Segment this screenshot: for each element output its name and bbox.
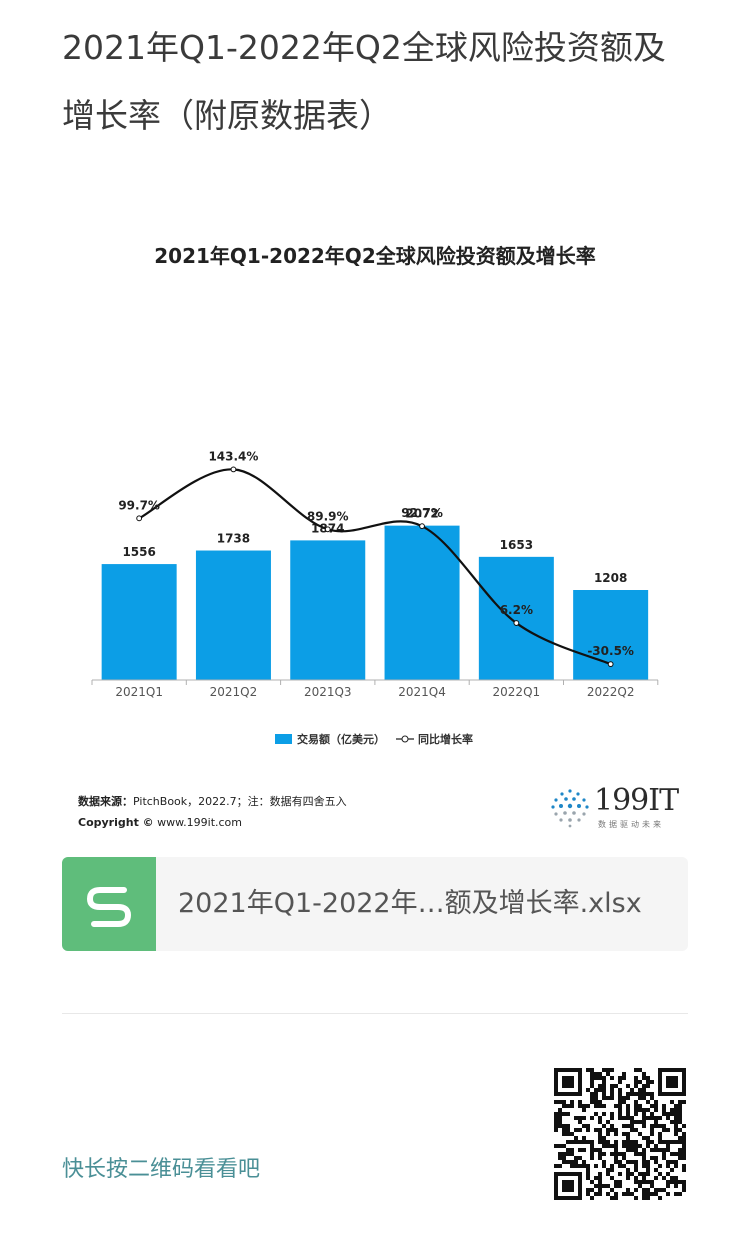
source-note: 数据来源：PitchBook，2022.7；注：数据有四舍五入 Copyrigh… bbox=[78, 791, 347, 833]
legend-swatch-marker bbox=[401, 735, 409, 743]
x-tick-label: 2021Q1 bbox=[115, 685, 163, 699]
chart-title: 2021年Q1-2022年Q2全球风险投资额及增长率 bbox=[154, 244, 595, 268]
chart-svg: 2021年Q1-2022年Q2全球风险投资额及增长率 1556173818742… bbox=[91, 244, 659, 746]
article-title: 2021年Q1-2022年Q2全球风险投资额及增长率（附原数据表） bbox=[62, 28, 666, 135]
copyright-site: www.199it.com bbox=[157, 816, 243, 829]
x-tick-label: 2022Q1 bbox=[493, 685, 541, 699]
growth-value-label: 89.9% bbox=[307, 509, 349, 523]
chart-image: 2021年Q1-2022年Q2全球风险投资额及增长率 1556173818742… bbox=[62, 225, 692, 845]
bar-value-label: 1738 bbox=[217, 532, 250, 546]
growth-value-label: -30.5% bbox=[587, 644, 634, 658]
copyright-label: Copyright © bbox=[78, 816, 154, 829]
growth-point bbox=[136, 515, 143, 522]
legend-label-bar: 交易额（亿美元） bbox=[297, 732, 385, 746]
bar-2021Q4 bbox=[384, 525, 460, 680]
bar-value-label: 1556 bbox=[122, 545, 155, 559]
growth-value-label: 99.7% bbox=[118, 498, 160, 512]
growth-point bbox=[607, 661, 614, 668]
source-text: PitchBook，2022.7；注：数据有四舍五入 bbox=[133, 795, 347, 808]
bar-value-label: 1208 bbox=[594, 571, 627, 585]
growth-rate-line bbox=[138, 468, 612, 666]
growth-value-label: 143.4% bbox=[208, 449, 258, 463]
bar-2021Q1 bbox=[101, 564, 177, 680]
logo-wordmark: 199IT bbox=[594, 783, 679, 818]
199it-logo: 199IT 数据驱动未来 bbox=[548, 783, 679, 833]
bar-value-label: 1653 bbox=[500, 538, 533, 552]
legend-label-line: 同比增长率 bbox=[418, 732, 473, 746]
attachment-card[interactable]: 2021年Q1-2022年…额及增长率.xlsx bbox=[62, 857, 688, 951]
bar-value-label: 2072 bbox=[405, 507, 438, 521]
growth-point bbox=[230, 466, 237, 473]
growth-point bbox=[324, 526, 331, 533]
qr-hint-text: 快长按二维码看看吧 bbox=[62, 1157, 261, 1182]
growth-point bbox=[419, 523, 425, 530]
spreadsheet-s-icon bbox=[62, 857, 156, 951]
legend-swatch-bar bbox=[275, 734, 292, 744]
source-label: 数据来源： bbox=[78, 795, 133, 808]
divider bbox=[62, 1013, 688, 1014]
logo-tagline: 数据驱动未来 bbox=[598, 820, 664, 829]
bar-2021Q2 bbox=[195, 550, 271, 680]
x-tick-label: 2021Q3 bbox=[304, 685, 352, 699]
growth-value-label: 6.2% bbox=[500, 603, 533, 617]
growth-point bbox=[513, 620, 520, 626]
bar-2021Q3 bbox=[290, 540, 366, 680]
dot-sphere-icon bbox=[551, 789, 589, 828]
x-tick-label: 2022Q2 bbox=[587, 685, 635, 699]
bar-2022Q1 bbox=[478, 556, 554, 680]
qr-code-icon[interactable] bbox=[554, 1068, 686, 1200]
growth-value-label: 92.7% bbox=[401, 506, 443, 520]
x-tick-label: 2021Q4 bbox=[398, 685, 446, 699]
attachment-file-name: 2021年Q1-2022年…额及增长率.xlsx bbox=[178, 888, 642, 919]
x-tick-label: 2021Q2 bbox=[210, 685, 258, 699]
legend: 交易额（亿美元） 同比增长率 bbox=[275, 732, 473, 746]
